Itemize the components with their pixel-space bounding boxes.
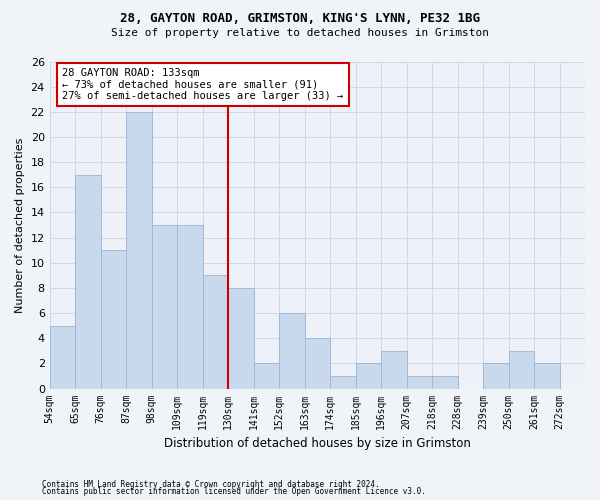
Bar (75, 174, 101, 388)
Bar (509, 351, 534, 389)
Bar (152, 225, 177, 388)
Text: Contains HM Land Registry data © Crown copyright and database right 2024.: Contains HM Land Registry data © Crown c… (42, 480, 380, 489)
Text: Size of property relative to detached houses in Grimston: Size of property relative to detached ho… (111, 28, 489, 38)
Bar (177, 225, 203, 388)
Bar (305, 338, 330, 388)
Text: 28, GAYTON ROAD, GRIMSTON, KING'S LYNN, PE32 1BG: 28, GAYTON ROAD, GRIMSTON, KING'S LYNN, … (120, 12, 480, 26)
Bar (228, 288, 254, 388)
Bar (126, 112, 152, 388)
Text: Contains public sector information licensed under the Open Government Licence v3: Contains public sector information licen… (42, 487, 426, 496)
Bar (50, 326, 75, 388)
Bar (534, 364, 560, 388)
Bar (432, 376, 458, 388)
Bar (356, 364, 381, 388)
Y-axis label: Number of detached properties: Number of detached properties (15, 138, 25, 312)
X-axis label: Distribution of detached houses by size in Grimston: Distribution of detached houses by size … (164, 437, 471, 450)
Bar (407, 376, 432, 388)
Bar (254, 364, 279, 388)
Bar (330, 376, 356, 388)
Bar (279, 313, 305, 388)
Bar (483, 364, 509, 388)
Bar (101, 250, 126, 388)
Bar (203, 276, 228, 388)
Text: 28 GAYTON ROAD: 133sqm
← 73% of detached houses are smaller (91)
27% of semi-det: 28 GAYTON ROAD: 133sqm ← 73% of detached… (62, 68, 344, 101)
Bar (381, 351, 407, 389)
